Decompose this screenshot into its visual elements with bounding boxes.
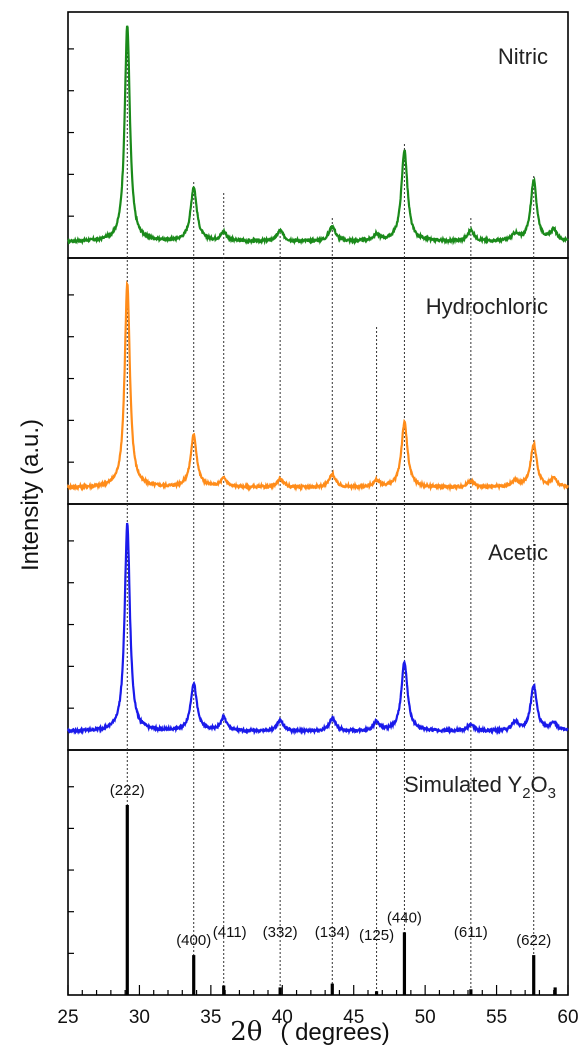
simulated-sticks — [125, 805, 557, 995]
reference-lines — [126, 44, 535, 993]
hkl-label-411: (411) — [213, 924, 247, 941]
x-tick-label-35: 35 — [200, 1007, 221, 1028]
trace-nitric — [67, 25, 569, 246]
panel-frames — [67, 11, 569, 996]
panel-label-simulated: Simulated Y2O3 — [404, 772, 556, 802]
text-labels: 25 30 35 40 45 50 55 60 Nitric Hydrochloric Acetic… — [57, 44, 578, 1028]
x-tick-label-30: 30 — [129, 1007, 150, 1028]
panel-frame-1 — [67, 11, 569, 259]
trace-acetic — [66, 522, 569, 736]
x-axis-unit: ( degrees) — [280, 1019, 389, 1046]
panel-label-acetic: Acetic — [488, 540, 548, 565]
x-axis-symbol: 2θ — [230, 1017, 262, 1047]
trace-hydrochloric — [66, 280, 569, 493]
simulated-label-part-3: 3 — [548, 785, 556, 802]
hkl-label-332: (332) — [263, 924, 298, 941]
x-tick-label-50: 50 — [415, 1007, 436, 1028]
simulated-label-part-0: Simulated Y — [404, 772, 523, 797]
hkl-label-222: (222) — [110, 782, 145, 799]
y-axis-label: Intensity (a.u.) — [17, 419, 44, 571]
x-tick-label-60: 60 — [557, 1007, 578, 1028]
hkl-label-134: (134) — [315, 924, 350, 941]
x-tick-label-45: 45 — [343, 1007, 364, 1028]
hkl-label-400: (400) — [176, 932, 211, 949]
hkl-label-440: (440) — [387, 909, 422, 926]
simulated-label-part-1: 2 — [522, 785, 530, 802]
x-tick-label-25: 25 — [57, 1007, 78, 1028]
simulated-label-part-2: O — [531, 772, 548, 797]
pattern-traces — [66, 25, 569, 736]
hkl-label-125: (125) — [359, 927, 394, 944]
hkl-label-611: (611) — [454, 924, 488, 941]
hkl-label-622: (622) — [516, 932, 551, 949]
panel-label-hydrochloric: Hydrochloric — [426, 294, 548, 319]
x-tick-label-40: 40 — [272, 1007, 293, 1028]
axis-ticks — [67, 48, 569, 995]
x-axis-label: 2θ ( degrees) — [230, 1017, 390, 1047]
panel-label-nitric: Nitric — [498, 44, 548, 69]
panel-frame-4 — [67, 749, 569, 996]
x-tick-label-55: 55 — [486, 1007, 507, 1028]
